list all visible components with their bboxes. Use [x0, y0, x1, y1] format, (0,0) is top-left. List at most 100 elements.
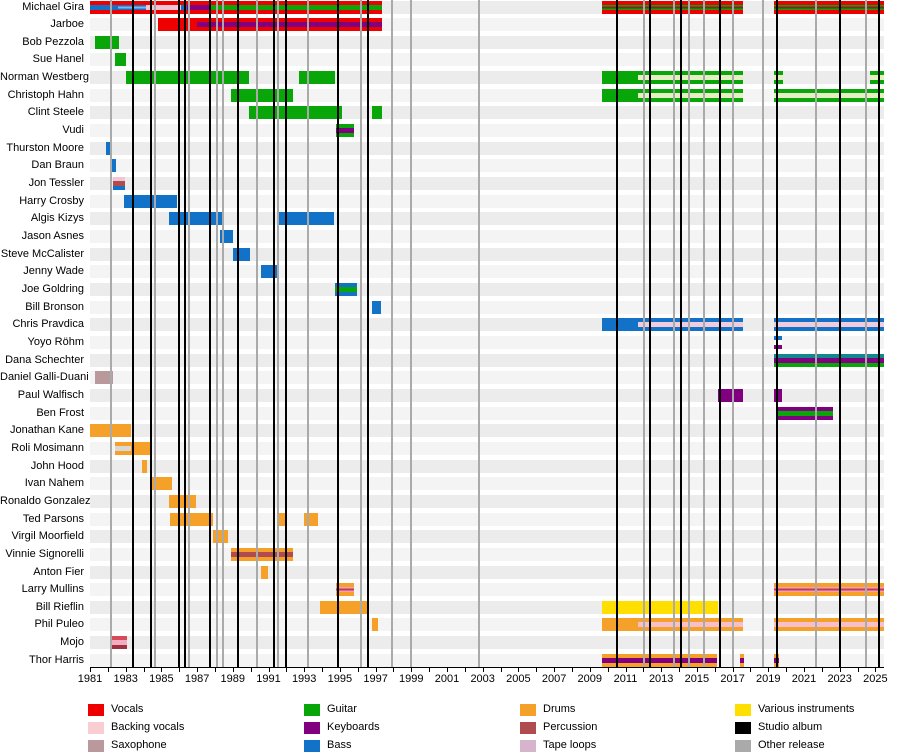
legend-swatch — [735, 722, 751, 734]
x-axis-tick-label: 1991 — [256, 673, 281, 685]
release-line-studio — [178, 0, 181, 667]
x-axis-tick-label: 2011 — [613, 673, 638, 685]
member-label: Clint Steele — [27, 105, 84, 118]
legend-item: Drums — [520, 703, 720, 717]
release-line-studio — [679, 0, 682, 667]
timeline-bar — [336, 583, 355, 596]
bar-stripe — [773, 93, 885, 98]
x-axis-tick — [375, 668, 377, 672]
legend-swatch — [304, 722, 320, 734]
x-axis-tick — [232, 668, 234, 672]
x-axis-tick — [286, 668, 288, 672]
release-line-other — [188, 0, 191, 667]
timeline-bar — [279, 212, 334, 225]
timeline-bar — [320, 601, 369, 614]
bar-stripe — [602, 658, 718, 663]
timeline-bar — [372, 618, 379, 631]
legend-swatch — [735, 740, 751, 752]
release-line-studio — [649, 0, 652, 667]
member-label: Bob Pezzola — [22, 35, 84, 48]
bar-stripe — [113, 185, 125, 190]
bar-stripe — [773, 622, 885, 627]
member-label: Ted Parsons — [22, 512, 84, 525]
timeline-bar — [739, 654, 745, 667]
x-axis-tick — [679, 668, 681, 672]
legend-swatch — [520, 722, 536, 734]
x-axis-tick — [857, 668, 859, 672]
member-label: Ben Frost — [36, 406, 84, 419]
legend-item: Backing vocals — [88, 721, 288, 735]
row-band — [90, 371, 885, 384]
release-line-other — [255, 0, 258, 667]
release-line-other — [221, 0, 224, 667]
legend-item: Various instruments — [735, 703, 900, 717]
x-axis-tick — [125, 668, 127, 672]
x-axis-tick-label: 2013 — [648, 673, 674, 685]
timeline-bar — [157, 18, 382, 31]
legend-label: Various instruments — [758, 703, 855, 715]
row-band — [90, 566, 885, 579]
release-line-studio — [616, 0, 619, 667]
release-line-other — [478, 0, 481, 667]
bar-stripe — [335, 287, 357, 292]
member-label: Jon Tessler — [28, 176, 84, 189]
row-band — [90, 195, 885, 208]
bar-stripe — [773, 587, 885, 592]
bar-stripe — [739, 658, 745, 663]
member-label: Phil Puleo — [34, 617, 84, 630]
bar-stripe — [114, 446, 132, 451]
member-label: Michael Gira — [22, 0, 84, 13]
member-label: Yoyo Röhm — [27, 335, 84, 348]
release-line-other — [153, 0, 156, 667]
row-band — [90, 477, 885, 490]
member-label: Ronaldo Gonzalez — [0, 494, 91, 507]
member-label: Jenny Wade — [23, 264, 84, 277]
member-label: Steve McCalister — [0, 247, 84, 260]
bar-stripe — [111, 640, 128, 645]
member-label: Roli Mosimann — [11, 441, 84, 454]
x-axis-tick — [625, 668, 627, 672]
row-band — [90, 301, 885, 314]
row-band — [90, 407, 885, 420]
x-axis-tick — [197, 668, 199, 672]
timeline-bar — [773, 318, 885, 331]
row-band — [90, 177, 885, 190]
x-axis-tick-label: 2019 — [756, 673, 781, 685]
release-line-other — [110, 0, 113, 667]
release-line-other — [215, 0, 218, 667]
row-band — [90, 442, 885, 455]
legend-swatch — [88, 722, 104, 734]
timeline-bar — [125, 71, 249, 84]
legend-swatch — [520, 704, 536, 716]
x-axis-baseline — [90, 667, 885, 668]
timeline-bar — [152, 477, 173, 490]
timeline-bar — [109, 159, 116, 172]
x-axis-tick-label: 2015 — [684, 673, 710, 685]
legend-label: Saxophone — [111, 739, 167, 751]
legend-item: Tape loops — [520, 739, 720, 753]
row-band — [90, 36, 885, 49]
timeline-bar — [773, 618, 885, 631]
timeline-bar — [335, 283, 357, 296]
timeline-bar — [141, 460, 148, 473]
x-axis-tick-label: 1993 — [291, 673, 317, 685]
x-axis-tick-label: 1995 — [327, 673, 353, 685]
release-line-other — [731, 0, 734, 667]
timeline-bar — [773, 583, 885, 596]
release-line-other — [815, 0, 818, 667]
timeline-bar — [95, 36, 119, 49]
x-axis-tick — [589, 668, 591, 672]
timeline-bar — [170, 513, 214, 526]
x-axis-tick-label: 1999 — [399, 673, 424, 685]
row-band — [90, 513, 885, 526]
release-line-studio — [209, 0, 212, 667]
timeline-bar — [114, 53, 126, 66]
release-line-studio — [272, 0, 275, 667]
x-axis-tick-label: 1983 — [113, 673, 138, 685]
legend-item: Vocals — [88, 703, 288, 717]
bar-stripe — [211, 5, 382, 10]
member-label: Daniel Galli-Duani — [0, 370, 89, 383]
release-line-studio — [285, 0, 288, 667]
x-axis-tick — [750, 668, 752, 672]
timeline-bar — [168, 212, 223, 225]
